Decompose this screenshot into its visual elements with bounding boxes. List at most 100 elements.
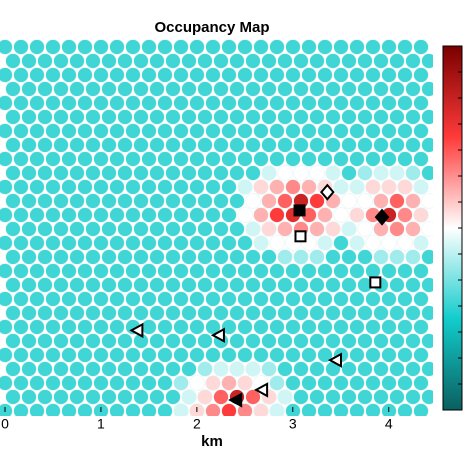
cell <box>85 193 101 209</box>
cell <box>349 347 365 363</box>
cell <box>341 137 357 153</box>
cell <box>101 137 117 153</box>
cell <box>69 389 85 405</box>
cell <box>0 151 13 167</box>
cell <box>205 207 221 223</box>
cell <box>221 319 237 335</box>
cell <box>69 165 85 181</box>
cell <box>325 389 341 405</box>
cell <box>389 53 405 69</box>
cell <box>349 67 365 83</box>
cell <box>357 389 373 405</box>
cell <box>181 193 197 209</box>
cell <box>365 179 381 195</box>
cell <box>221 179 237 195</box>
cell <box>5 333 21 349</box>
cell <box>133 81 149 97</box>
cell <box>21 193 37 209</box>
cell <box>381 95 397 111</box>
cell <box>277 53 293 69</box>
cell <box>93 347 109 363</box>
cell <box>357 109 373 125</box>
cell <box>29 375 45 391</box>
cell <box>29 67 45 83</box>
cell <box>293 333 309 349</box>
cell <box>341 277 357 293</box>
cell <box>333 375 349 391</box>
cell <box>181 277 197 293</box>
cell <box>245 81 261 97</box>
cell <box>197 361 213 377</box>
cell <box>181 109 197 125</box>
cell <box>381 319 397 335</box>
cell <box>165 165 181 181</box>
cell <box>213 249 229 265</box>
cell <box>53 389 69 405</box>
cell <box>165 193 181 209</box>
cell <box>197 305 213 321</box>
cell <box>165 249 181 265</box>
cell <box>341 389 357 405</box>
cell <box>53 277 69 293</box>
cell <box>341 81 357 97</box>
cell <box>309 81 325 97</box>
cell <box>29 319 45 335</box>
cell <box>93 151 109 167</box>
cell <box>165 53 181 69</box>
cell <box>157 375 173 391</box>
cell <box>381 123 397 139</box>
cell <box>237 39 253 55</box>
cell <box>69 109 85 125</box>
cell <box>325 277 341 293</box>
cell <box>125 123 141 139</box>
cell <box>197 81 213 97</box>
cell <box>333 95 349 111</box>
cell <box>357 361 373 377</box>
cell <box>197 165 213 181</box>
cell <box>5 305 21 321</box>
cell <box>181 165 197 181</box>
cell <box>173 151 189 167</box>
cell <box>261 277 277 293</box>
cell <box>317 375 333 391</box>
cell <box>397 291 413 307</box>
marker <box>327 352 342 368</box>
cell <box>37 137 53 153</box>
cell <box>357 53 373 69</box>
cell <box>301 151 317 167</box>
cell <box>229 165 245 181</box>
cell <box>69 333 85 349</box>
cell <box>405 109 421 125</box>
cell <box>397 95 413 111</box>
cell <box>213 221 229 237</box>
cell <box>61 347 77 363</box>
cell <box>309 277 325 293</box>
cell <box>181 389 197 405</box>
cell <box>421 221 433 237</box>
cell <box>85 361 101 377</box>
cell <box>205 151 221 167</box>
cell <box>5 137 21 153</box>
cell <box>197 193 213 209</box>
cell <box>165 333 181 349</box>
cell <box>5 165 21 181</box>
cell <box>77 39 93 55</box>
cell <box>189 67 205 83</box>
cell <box>245 333 261 349</box>
cell <box>421 193 433 209</box>
cell <box>189 207 205 223</box>
cell <box>141 291 157 307</box>
cell <box>77 95 93 111</box>
cell <box>229 53 245 69</box>
cell <box>101 165 117 181</box>
cell <box>45 291 61 307</box>
cell <box>213 193 229 209</box>
cell <box>165 137 181 153</box>
cell <box>253 403 269 416</box>
cell <box>309 389 325 405</box>
cell <box>141 151 157 167</box>
cell <box>317 151 333 167</box>
chart-title: Occupancy Map <box>154 19 269 36</box>
cell <box>397 375 413 391</box>
cell <box>21 249 37 265</box>
